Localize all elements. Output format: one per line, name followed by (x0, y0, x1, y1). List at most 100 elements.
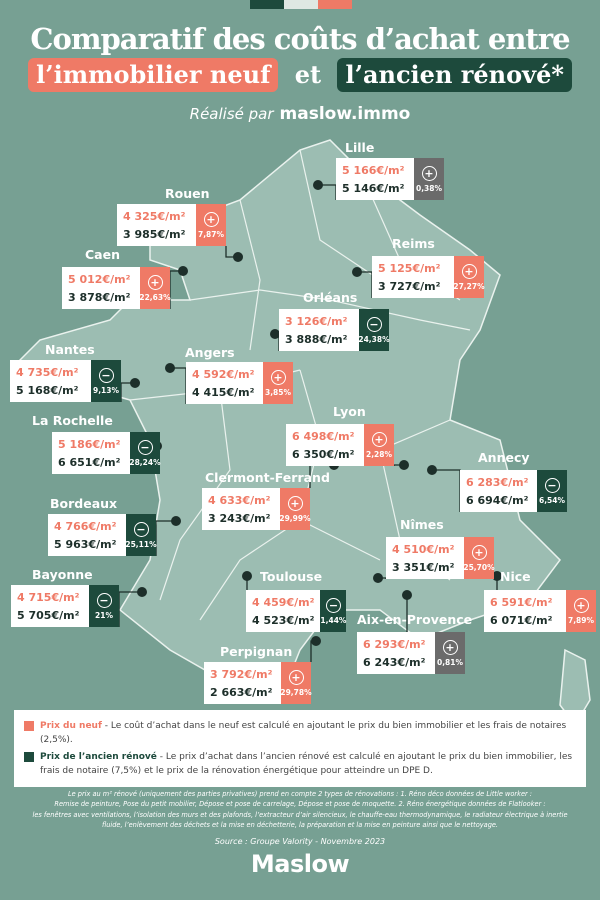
title-pill: l’immobilier neuf (28, 58, 279, 92)
city-name: Reims (392, 236, 435, 251)
diff-icon: − (544, 477, 560, 493)
footnote: *Les prix au m² dans l’ancien ne tiennen… (10, 778, 590, 831)
price-ancien: 5 168€/m² (16, 383, 79, 397)
diff-value: 28,24% (129, 457, 161, 467)
diff-value: 2,28% (365, 449, 393, 459)
diff-icon: − (96, 592, 112, 608)
diff-icon: + (288, 669, 304, 685)
price-box: 4 766€/m² 5 963€/m² − 25,11% (48, 514, 157, 556)
diff-badge: +29,99% (279, 488, 311, 530)
footnote-line: Le prix au m² rénové (uniquement des par… (67, 789, 533, 798)
price-box: 6 293€/m² 6 243€/m² +0,81% (357, 632, 465, 674)
diff-value: 0,81% (436, 657, 464, 667)
city-name: Caen (85, 247, 120, 262)
callout-line (155, 520, 176, 556)
prices: 3 126€/m² 3 888€/m² (279, 309, 359, 351)
source: Source : Groupe Valority - Novembre 2023 (214, 837, 386, 846)
diff-icon: − (366, 316, 382, 332)
price-box: 3 792€/m² 2 663€/m² +29,78% (204, 662, 312, 704)
price-neuf: 6 591€/m² (490, 595, 553, 609)
diff-badge: +0,38% (414, 158, 444, 200)
diff-value: 9,13% (92, 385, 120, 395)
diff-value: 29,99% (279, 513, 311, 523)
city-dot (171, 516, 181, 526)
diff-icon: + (287, 495, 303, 511)
diff-badge: − 1,44% (320, 590, 347, 632)
price-ancien: 3 888€/m² (285, 332, 348, 346)
price-box: 5 166€/m² 5 146€/m² +0,38% (336, 158, 444, 200)
diff-badge: +7,87% (196, 204, 226, 246)
price-box: 6 283€/m² 6 694€/m² − 6,54% (460, 470, 567, 512)
diff-icon: − (98, 367, 114, 383)
price-neuf: 4 715€/m² (17, 590, 80, 604)
city-dot (130, 378, 140, 388)
diff-badge: +7,89% (566, 590, 596, 632)
legend-text: - Le prix d’achat dans l’ancien rénové e… (40, 752, 573, 776)
city-name: Orléans (303, 290, 358, 305)
diff-badge: +22,63% (139, 267, 171, 309)
prices: 4 633€/m² 3 243€/m² (202, 488, 280, 530)
legend-label: Prix de l’ancien rénové (40, 752, 157, 762)
price-neuf: 5 012€/m² (68, 272, 131, 286)
credit: Réalisé par maslow.immo (0, 104, 600, 124)
price-ancien: 6 071€/m² (490, 613, 553, 627)
diff-badge: +27,27% (453, 256, 485, 298)
price-neuf: 5 186€/m² (58, 437, 121, 451)
price-ancien: 4 415€/m² (192, 385, 255, 399)
price-box: 5 012€/m² 3 878€/m² +22,63% (62, 267, 171, 309)
city-dot (233, 252, 243, 262)
price-ancien: 3 878€/m² (68, 290, 131, 304)
price-box: 6 591€/m² 6 071€/m² +7,89% (484, 590, 596, 632)
prices: 5 012€/m² 3 878€/m² (62, 267, 140, 309)
price-neuf: 4 735€/m² (16, 365, 79, 379)
diff-value: 24,38% (358, 334, 390, 344)
callouts (118, 180, 502, 662)
city-dot (178, 266, 188, 276)
city-dot (399, 460, 409, 470)
city-name: Perpignan (220, 644, 293, 659)
prices: 4 325€/m² 3 985€/m² (117, 204, 196, 246)
diff-value: 25,11% (125, 539, 157, 549)
diff-value: 22,63% (139, 292, 171, 302)
city-name: Bordeaux (50, 496, 118, 511)
city-name: Rouen (165, 186, 210, 201)
credit-prefix: Réalisé par (189, 105, 274, 123)
prices: 5 166€/m² 5 146€/m² (336, 158, 414, 200)
city-dot (313, 180, 323, 190)
price-ancien: 3 727€/m² (378, 279, 441, 293)
diff-icon: + (573, 597, 589, 613)
footnote-line: fluide, l’enlèvement des déchets et la m… (101, 821, 499, 829)
city-name: Lyon (333, 404, 366, 419)
price-neuf: 4 325€/m² (123, 209, 186, 223)
city-name: Annecy (478, 450, 530, 465)
diff-badge: − 6,54% (537, 470, 567, 512)
price-box: 3 126€/m² 3 888€/m² − 24,38% (279, 309, 390, 351)
diff-badge: +29,78% (280, 662, 312, 704)
prices: 5 125€/m² 3 727€/m² (372, 256, 454, 298)
price-neuf: 5 166€/m² (342, 163, 405, 177)
price-neuf: 4 766€/m² (54, 519, 117, 533)
price-ancien: 4 523€/m² (252, 613, 315, 627)
diff-icon: + (461, 263, 477, 279)
price-box: 6 498€/m² 6 350€/m² +2,28% (286, 424, 394, 466)
diff-value: 7,89% (567, 615, 595, 625)
prices: 4 510€/m² 3 351€/m² (386, 537, 464, 579)
city-dot (270, 329, 280, 339)
title-line: Comparatif des coûts d’achat entre (30, 22, 570, 56)
price-ancien: 6 243€/m² (363, 655, 426, 669)
diff-icon: − (133, 521, 149, 537)
diff-value: 6,54% (538, 495, 566, 505)
diff-value: 3,85% (264, 387, 292, 397)
price-box: 4 715€/m² 5 705€/m² − 21% (11, 585, 119, 627)
price-neuf: 6 293€/m² (363, 637, 426, 651)
price-neuf: 4 510€/m² (392, 542, 455, 556)
diff-icon: + (371, 431, 387, 447)
diff-icon: + (421, 165, 437, 181)
prices: 4 715€/m² 5 705€/m² (11, 585, 89, 627)
city-name: Lille (345, 140, 375, 155)
diff-badge: +25,70% (463, 537, 495, 579)
city-dot (352, 267, 362, 277)
city-dot (137, 587, 147, 597)
city-name: Nantes (45, 342, 95, 357)
